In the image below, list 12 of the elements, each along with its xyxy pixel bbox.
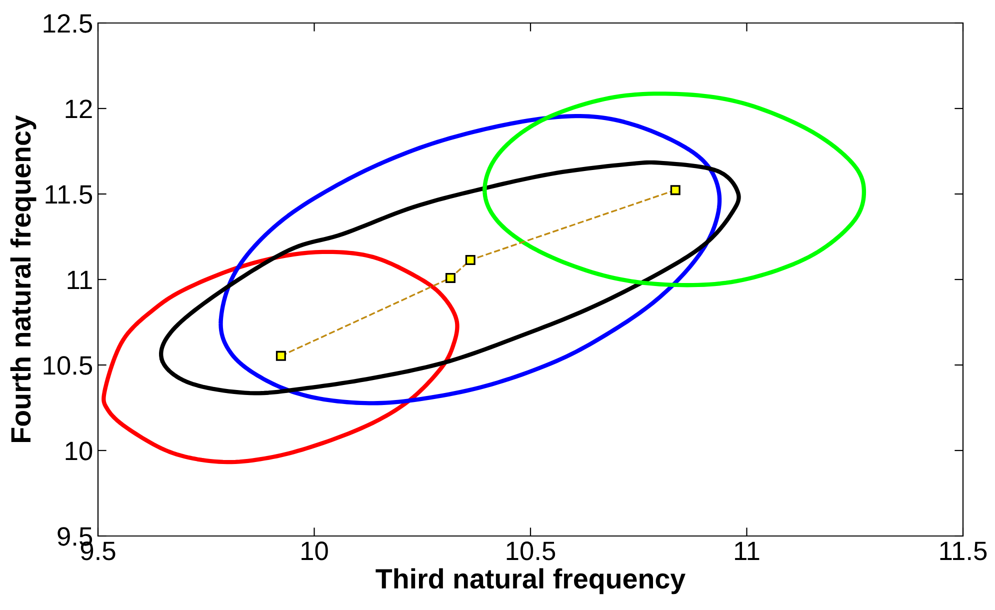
x-tick-label: 11.5 bbox=[940, 542, 987, 560]
x-tick-label: 11 bbox=[735, 542, 760, 560]
y-tick-label: 11 bbox=[68, 270, 92, 290]
y-tick-label: 10 bbox=[66, 442, 92, 460]
y-tick-label: 12.5 bbox=[44, 14, 92, 33]
y-tick-label: 12 bbox=[66, 100, 92, 118]
x-axis-title: Third natural frequency bbox=[376, 568, 686, 594]
x-tick-label: 10.5 bbox=[506, 542, 556, 560]
y-axis-title: Fourth natural frequency bbox=[10, 115, 36, 442]
y-tick-label: 11.5 bbox=[46, 185, 92, 204]
x-tick-label: 10 bbox=[302, 542, 328, 560]
y-tick-label: 10.5 bbox=[44, 356, 92, 375]
